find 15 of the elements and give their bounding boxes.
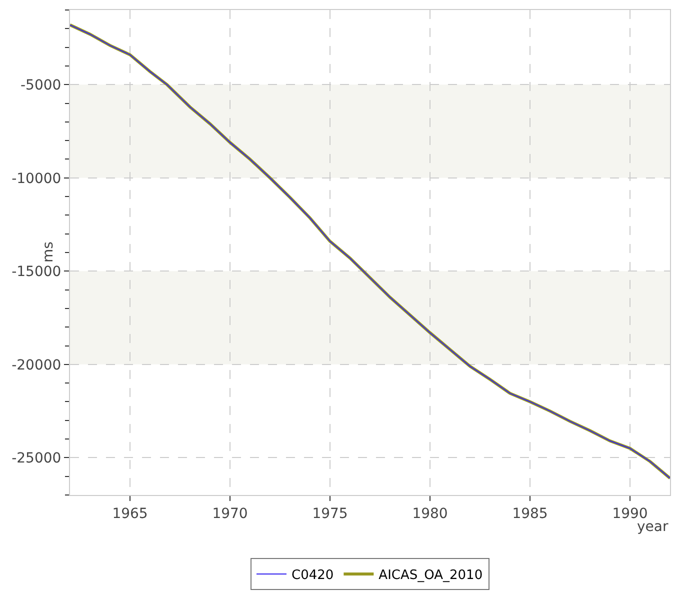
x-tick-label: 1965 xyxy=(112,506,148,522)
x-tick-label: 1980 xyxy=(412,506,448,522)
y-tick-label: -20000 xyxy=(12,357,62,374)
x-tick-label: 1990 xyxy=(612,506,648,522)
x-tick-label: 1975 xyxy=(312,506,348,522)
legend-label: C0420 xyxy=(292,568,334,584)
y-tick-label: -5000 xyxy=(20,78,62,94)
y-tick-label: -10000 xyxy=(12,170,62,187)
legend-label: AICAS_OA_2010 xyxy=(378,568,483,584)
x-tick-label: 1985 xyxy=(512,506,548,522)
y-tick-label: -25000 xyxy=(12,450,62,467)
y-axis-title: ms xyxy=(40,242,56,262)
x-axis-title: year xyxy=(637,519,668,535)
y-tick-label: -15000 xyxy=(12,264,62,280)
x-tick-label: 1970 xyxy=(212,506,248,522)
